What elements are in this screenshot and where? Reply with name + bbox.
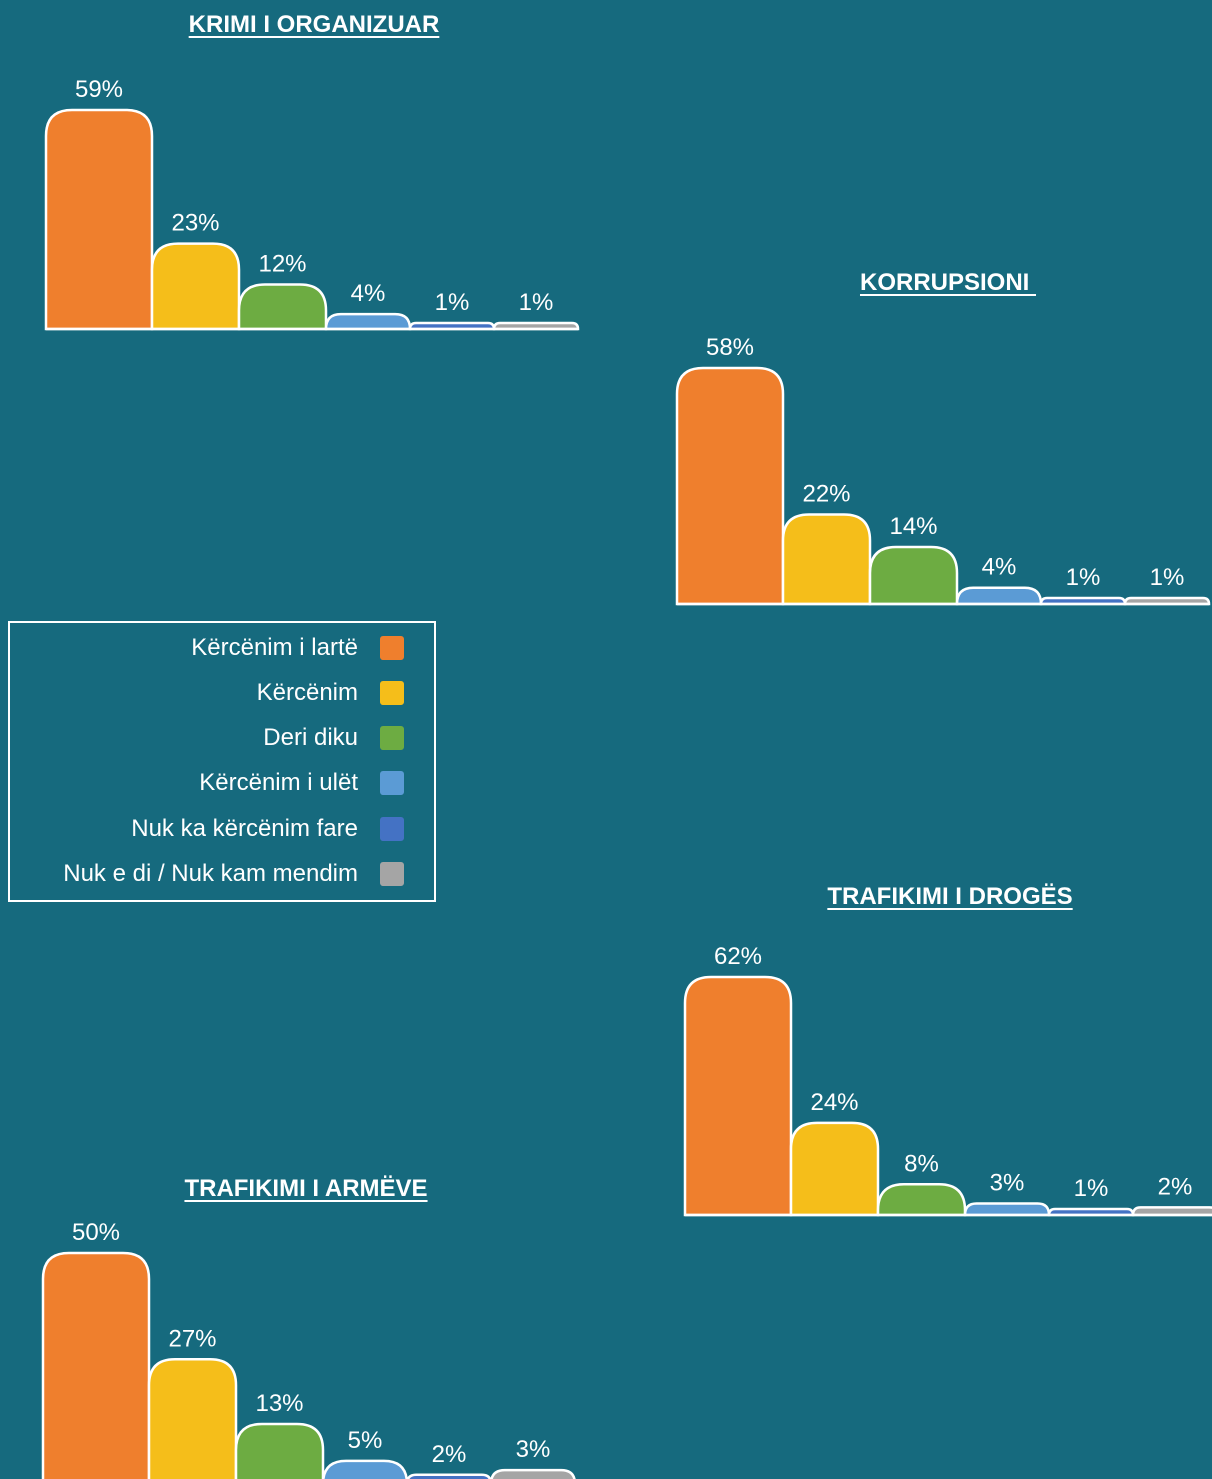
legend: Kërcënim i lartë Kërcënim Deri diku Kërc… xyxy=(8,621,436,902)
chart-title-armeve: TRAFIKIMI I ARMËVE xyxy=(184,1175,428,1202)
data-label: 1% xyxy=(1150,564,1185,591)
legend-swatch xyxy=(380,681,404,705)
data-label: 12% xyxy=(258,250,306,277)
bar-6 xyxy=(1131,1206,1212,1217)
data-label: 3% xyxy=(990,1169,1025,1196)
chart-title-krimi: KRIMI I ORGANIZUAR xyxy=(188,11,440,38)
bar-5 xyxy=(406,1473,492,1479)
bar-2 xyxy=(147,1358,238,1479)
data-label: 1% xyxy=(1074,1175,1109,1202)
legend-label: Kërcënim i ulët xyxy=(199,769,358,796)
data-label: 59% xyxy=(75,76,123,103)
data-label: 8% xyxy=(904,1150,939,1177)
bar-6 xyxy=(490,1468,576,1479)
data-label: 24% xyxy=(810,1089,858,1116)
legend-item: Kërcënim i lartë xyxy=(191,634,404,661)
legend-label: Deri diku xyxy=(263,724,358,751)
bar-3 xyxy=(876,1183,967,1217)
bar-6 xyxy=(1123,596,1211,606)
legend-swatch xyxy=(380,862,404,886)
data-label: 4% xyxy=(982,554,1017,581)
data-label: 23% xyxy=(171,210,219,237)
legend-swatch xyxy=(380,636,404,660)
legend-label: Nuk ka kërcënim fare xyxy=(131,815,358,842)
bar-1 xyxy=(44,108,154,331)
legend-item: Nuk e di / Nuk kam mendim xyxy=(63,860,404,887)
data-label: 62% xyxy=(714,943,762,970)
legend-item: Kërcënim i ulët xyxy=(199,769,404,796)
bar-4 xyxy=(955,586,1043,606)
bar-2 xyxy=(150,242,241,331)
data-label: 1% xyxy=(435,289,470,316)
bar-3 xyxy=(234,1422,325,1479)
data-label: 5% xyxy=(348,1427,383,1454)
chart-title-droges: TRAFIKIMI I DROGËS xyxy=(827,883,1073,910)
data-label: 3% xyxy=(516,1436,551,1463)
data-label: 14% xyxy=(889,513,937,540)
legend-swatch xyxy=(380,726,404,750)
data-label: 58% xyxy=(706,334,754,361)
legend-swatch xyxy=(380,817,404,841)
data-label: 13% xyxy=(255,1390,303,1417)
legend-item: Kërcënim xyxy=(256,679,404,706)
legend-item: Deri diku xyxy=(263,724,404,751)
data-label: 4% xyxy=(351,280,386,307)
data-label: 1% xyxy=(1066,564,1101,591)
legend-swatch xyxy=(380,771,404,795)
bar-3 xyxy=(237,283,328,331)
data-label: 27% xyxy=(168,1325,216,1352)
data-label: 22% xyxy=(802,480,850,507)
data-label: 2% xyxy=(1158,1173,1193,1200)
legend-label: Kërcënim i lartë xyxy=(191,634,358,661)
legend-label: Kërcënim xyxy=(256,679,358,706)
legend-label: Nuk e di / Nuk kam mendim xyxy=(63,860,358,887)
bar-4 xyxy=(322,1459,408,1479)
bar-2 xyxy=(789,1121,880,1217)
bar-1 xyxy=(675,366,785,606)
bar-1 xyxy=(683,975,793,1217)
legend-item: Nuk ka kërcënim fare xyxy=(131,815,404,842)
data-label: 2% xyxy=(432,1441,467,1468)
bar-2 xyxy=(781,513,872,606)
bar-6 xyxy=(492,321,580,331)
bar-4 xyxy=(324,312,412,331)
data-label: 1% xyxy=(519,289,554,316)
data-label: 50% xyxy=(72,1219,120,1246)
bar-1 xyxy=(41,1251,151,1479)
bar-4 xyxy=(963,1202,1051,1217)
bar-3 xyxy=(868,545,959,606)
chart-title-korrupsioni: KORRUPSIONI xyxy=(859,269,1037,296)
